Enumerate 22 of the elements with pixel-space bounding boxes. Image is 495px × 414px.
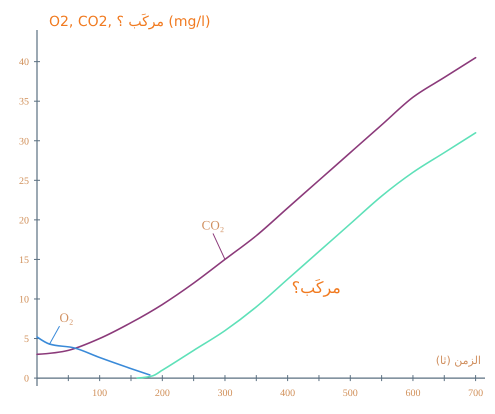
series-label: CO₂ <box>202 217 224 232</box>
line-series <box>36 56 476 356</box>
y-tick-label: 30 <box>19 136 29 148</box>
x-tick-label: 200 <box>154 388 170 400</box>
series-label: مركَب؟ <box>292 278 341 298</box>
x-tick-label: 600 <box>405 388 420 400</box>
x-axis-title: الزمن (ثا) <box>436 354 481 368</box>
y-tick-label: 35 <box>19 96 29 108</box>
y-tick-label: 10 <box>19 294 29 306</box>
x-tick-label: 400 <box>280 388 296 400</box>
x-tick-label: 100 <box>92 388 108 400</box>
y-tick-label: 25 <box>19 176 29 187</box>
y-axis-title: O2, CO2, مركَب ؟ (mg/l) <box>49 14 210 30</box>
y-tick-label: 15 <box>19 254 29 266</box>
x-tick-label: 500 <box>342 388 358 400</box>
x-tick-label: 700 <box>468 388 484 400</box>
x-tick-label: 300 <box>217 388 232 400</box>
y-tick-label: 20 <box>19 215 29 226</box>
y-tick-label: 5 <box>24 334 29 346</box>
y-tick-label: 0 <box>24 374 29 385</box>
series-label: O₂ <box>60 310 74 326</box>
y-tick-label: 40 <box>19 57 29 68</box>
